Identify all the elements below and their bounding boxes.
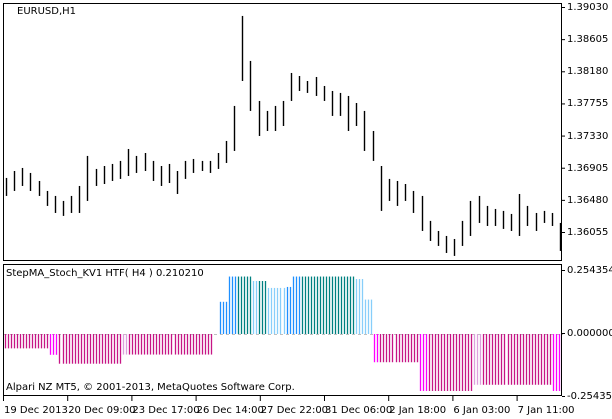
time-tick-label: 26 Dec 14:00	[196, 405, 264, 416]
price-tick-label: 1.37330	[567, 130, 609, 142]
price-tick-label: 1.38180	[567, 66, 609, 78]
price-chart-panel[interactable]: EURUSD,H1	[3, 3, 562, 261]
price-bars	[5, 15, 562, 256]
price-tick-label: 1.39030	[567, 2, 609, 13]
indicator-title: StepMA_Stoch_KV1 HTF( H4 ) 0.210210	[6, 268, 204, 279]
time-tick-label: 7 Jan 11:00	[517, 405, 575, 416]
indicator-histogram	[4, 276, 563, 391]
price-tick-label: 1.37755	[567, 98, 609, 110]
indicator-tick-label: 0.254354	[567, 265, 612, 276]
time-tick-label: 23 Dec 17:00	[132, 405, 200, 416]
price-tick-label: 1.36055	[567, 227, 609, 238]
time-tick-label: 20 Dec 09:00	[68, 405, 136, 416]
indicator-tick-label: 0.000000	[567, 328, 612, 339]
time-tick-label: 31 Dec 06:00	[325, 405, 393, 416]
chart-symbol-title: EURUSD,H1	[17, 6, 77, 17]
price-tick-label: 1.36905	[567, 162, 609, 174]
price-tick-label: 1.36480	[567, 194, 609, 206]
time-tick-label: 19 Dec 2013	[4, 405, 68, 416]
time-tick-label: 6 Jan 03:00	[453, 405, 511, 416]
indicator-tick-label: -0.254355	[567, 391, 612, 402]
copyright-text: Alpari NZ MT5, © 2001-2013, MetaQuotes S…	[6, 382, 295, 393]
indicator-panel[interactable]: StepMA_Stoch_KV1 HTF( H4 ) 0.210210 Alpa…	[3, 264, 563, 396]
time-tick-label: 27 Dec 22:00	[260, 405, 329, 416]
price-tick-label: 1.38605	[567, 34, 609, 46]
time-tick-label: 2 Jan 18:00	[389, 405, 447, 416]
